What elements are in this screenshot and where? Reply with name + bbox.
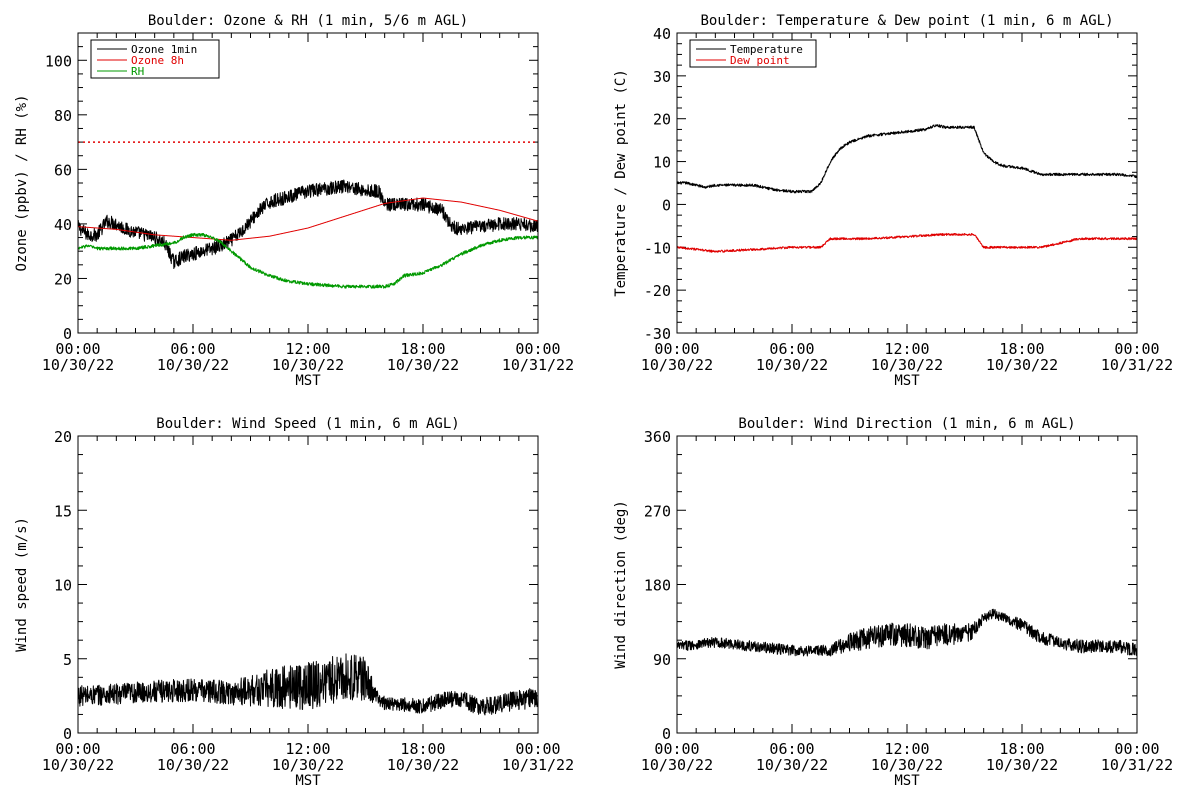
legend-label: Ozone 1min [131, 43, 197, 56]
x-tick-label-time: 00:00 [654, 740, 699, 758]
legend-label: RH [131, 65, 144, 78]
x-tick-label-date: 10/31/22 [502, 756, 574, 774]
legend-box [689, 39, 817, 68]
y-tick-label: -30 [644, 325, 671, 343]
chart-panel-4: Boulder: Wind Direction (1 min, 6 m AGL)… [613, 416, 1173, 789]
plot-frame [77, 435, 539, 734]
x-axis-label: MST [894, 773, 920, 789]
x-tick-label-time: 12:00 [884, 340, 929, 358]
plot-frame [77, 32, 539, 334]
x-tick-label-date: 10/31/22 [1101, 356, 1173, 374]
y-tick-label: 90 [653, 651, 671, 669]
x-tick-label-time: 00:00 [515, 340, 560, 358]
y-tick-label: -20 [644, 282, 671, 300]
y-tick-label: 5 [63, 651, 72, 669]
y-axis-label: Wind speed (m/s) [14, 517, 30, 652]
x-tick-label-date: 10/30/22 [272, 356, 344, 374]
chart-panel-1: Boulder: Ozone & RH (1 min, 5/6 m AGL) Oz… [14, 13, 574, 389]
x-tick-label-date: 10/30/22 [641, 756, 713, 774]
chart-title: Boulder: Wind Speed (1 min, 6 m AGL) [156, 416, 459, 432]
series-line-temperature [676, 124, 1138, 194]
series-line-1 [77, 653, 539, 716]
y-tick-label: 100 [45, 52, 72, 70]
x-tick-label-time: 00:00 [515, 740, 560, 758]
y-tick-label: 0 [63, 725, 72, 743]
x-tick-label-time: 00:00 [55, 740, 100, 758]
x-tick-label-date: 10/30/22 [387, 356, 459, 374]
y-tick-label: 80 [54, 107, 72, 125]
x-tick-label-date: 10/30/22 [756, 756, 828, 774]
x-tick-label-date: 10/30/22 [387, 756, 459, 774]
series-line-ozone-1min [77, 179, 539, 270]
series-line-dew-point [676, 232, 1138, 253]
legend-box [90, 39, 220, 79]
y-tick-label: 0 [662, 725, 671, 743]
x-tick-label-date: 10/30/22 [871, 356, 943, 374]
x-axis-label: MST [295, 373, 321, 389]
y-axis-label: Wind direction (deg) [613, 500, 629, 669]
x-tick-label-time: 18:00 [400, 340, 445, 358]
chart-title: Boulder: Wind Direction (1 min, 6 m AGL) [738, 416, 1075, 432]
x-tick-label-time: 00:00 [1114, 740, 1159, 758]
y-tick-label: 40 [653, 25, 671, 43]
x-tick-label-date: 10/31/22 [1101, 756, 1173, 774]
x-tick-label-time: 18:00 [999, 740, 1044, 758]
y-tick-label: 20 [54, 428, 72, 446]
y-tick-label: 10 [653, 154, 671, 172]
y-tick-label: 30 [653, 68, 671, 86]
x-tick-label-date: 10/30/22 [641, 356, 713, 374]
y-tick-label: 10 [54, 577, 72, 595]
plot-frame [676, 32, 1138, 334]
y-tick-label: 180 [644, 577, 671, 595]
y-tick-label: 15 [54, 502, 72, 520]
x-tick-label-time: 06:00 [170, 340, 215, 358]
x-tick-label-date: 10/30/22 [42, 756, 114, 774]
x-tick-label-time: 00:00 [55, 340, 100, 358]
x-tick-label-time: 18:00 [400, 740, 445, 758]
x-axis-label: MST [894, 373, 920, 389]
legend-label: Temperature [730, 43, 803, 56]
legend-label: Dew point [730, 54, 790, 67]
x-tick-label-date: 10/30/22 [986, 356, 1058, 374]
y-tick-label: 0 [662, 196, 671, 214]
x-tick-label-date: 10/30/22 [42, 356, 114, 374]
y-tick-label: 20 [653, 111, 671, 129]
x-tick-label-date: 10/31/22 [502, 356, 574, 374]
x-tick-label-time: 18:00 [999, 340, 1044, 358]
chart-title: Boulder: Ozone & RH (1 min, 5/6 m AGL) [148, 13, 468, 29]
x-tick-label-time: 12:00 [285, 340, 330, 358]
x-tick-label-time: 00:00 [1114, 340, 1159, 358]
y-axis-label: Ozone (ppbv) / RH (%) [14, 94, 30, 271]
x-tick-label-date: 10/30/22 [986, 756, 1058, 774]
legend-label: Ozone 8h [131, 54, 184, 67]
series-line-rh [77, 232, 539, 289]
y-tick-label: 360 [644, 428, 671, 446]
x-tick-label-time: 06:00 [769, 740, 814, 758]
y-tick-label: 60 [54, 161, 72, 179]
x-tick-label-date: 10/30/22 [272, 756, 344, 774]
x-tick-label-date: 10/30/22 [756, 356, 828, 374]
y-tick-label: 20 [54, 270, 72, 288]
chart-title: Boulder: Temperature & Dew point (1 min,… [700, 13, 1113, 29]
x-tick-label-time: 06:00 [769, 340, 814, 358]
x-tick-label-date: 10/30/22 [871, 756, 943, 774]
chart-panel-3: Boulder: Wind Speed (1 min, 6 m AGL) Wind… [14, 416, 574, 789]
y-axis-label: Temperature / Dew point (C) [613, 69, 629, 297]
x-tick-label-date: 10/30/22 [157, 356, 229, 374]
chart-panel-2: Boulder: Temperature & Dew point (1 min,… [613, 13, 1173, 389]
x-tick-label-time: 06:00 [170, 740, 215, 758]
x-tick-label-time: 00:00 [654, 340, 699, 358]
x-tick-label-time: 12:00 [285, 740, 330, 758]
series-line-1 [676, 608, 1138, 657]
series-line-ozone-8h [77, 197, 539, 241]
y-tick-label: 40 [54, 216, 72, 234]
y-tick-label: 270 [644, 502, 671, 520]
y-tick-label: 0 [63, 325, 72, 343]
x-tick-label-date: 10/30/22 [157, 756, 229, 774]
y-tick-label: -10 [644, 239, 671, 257]
plot-frame [676, 435, 1138, 734]
x-axis-label: MST [295, 773, 321, 789]
x-tick-label-time: 12:00 [884, 740, 929, 758]
